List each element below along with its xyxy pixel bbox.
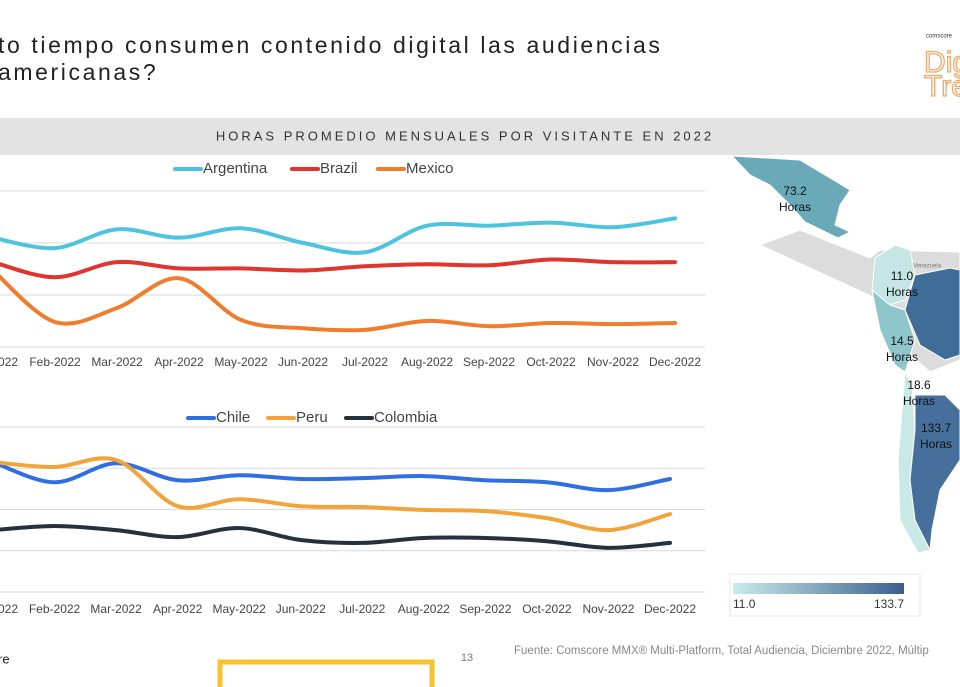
series-line — [0, 456, 672, 533]
banner-title: HORAS PROMEDIO MENSUALES POR VISITANTE E… — [216, 128, 714, 143]
x-tick-label: Mar-2022 — [91, 355, 143, 369]
x-tick-label: Jul-2022 — [339, 602, 385, 616]
x-tick-label: Nov-2022 — [582, 602, 634, 616]
source-note: Fuente: Comscore MMX® Multi-Platform, To… — [514, 645, 929, 657]
x-tick-label: Jul-2022 — [342, 355, 388, 369]
map-value: 18.6 — [907, 378, 931, 392]
decor-box — [217, 659, 435, 687]
page-number: 13 — [461, 652, 473, 664]
line-chart: Jan-2022 Feb-2022 Mar-2022 Apr-2022 May-2022… — [0, 409, 705, 616]
map-value: 14.5 — [890, 334, 914, 348]
x-tick-label: May-2022 — [214, 355, 268, 369]
x-tick-label: May-2022 — [212, 602, 266, 616]
x-tick-label: Jun-2022 — [278, 355, 328, 369]
map-peru — [871, 288, 916, 373]
map-value: 133.7 — [921, 421, 951, 435]
map-brazil — [904, 267, 960, 361]
scale-label: 133.7 — [874, 597, 904, 611]
x-tick-label: Apr-2022 — [153, 602, 203, 616]
x-tick-label: Jan-2022 — [0, 355, 18, 369]
slide-title: to tiempo consumen contenido digital las… — [0, 32, 663, 58]
map-argentina — [909, 394, 960, 552]
x-tick-label: Feb-2022 — [29, 602, 81, 616]
scale-bar — [733, 583, 904, 594]
x-tick-label: Dec-2022 — [649, 355, 701, 369]
x-tick-label: Sep-2022 — [459, 602, 511, 616]
legend-label: Argentina — [203, 160, 268, 177]
map-value: 11.0 — [891, 269, 914, 283]
scale-box — [729, 573, 921, 617]
logo-text: comscore — [926, 34, 953, 40]
legend-label: Peru — [296, 409, 328, 426]
slide-title: americanas? — [0, 59, 158, 85]
x-tick-label: Oct-2022 — [522, 602, 572, 616]
logo-text: Tre — [924, 70, 960, 103]
x-tick-label: Jun-2022 — [276, 602, 326, 616]
legend-label: Mexico — [406, 160, 454, 177]
series-line — [0, 461, 672, 493]
x-tick-label: Aug-2022 — [398, 602, 450, 616]
x-tick-label: Feb-2022 — [29, 355, 81, 369]
map-region-label: Venezuela — [913, 264, 942, 270]
map-mexico — [730, 155, 852, 239]
x-tick-label: Oct-2022 — [526, 355, 576, 369]
footer-left: re — [0, 651, 10, 666]
x-tick-label: Aug-2022 — [401, 355, 453, 369]
map-unit: Horas — [903, 394, 935, 408]
legend-label: Colombia — [374, 409, 438, 426]
map-unit: Horas — [886, 285, 918, 299]
map: Venezuela 11.0 133.7 — [728, 155, 960, 617]
series-line — [0, 523, 672, 550]
x-tick-label: Mar-2022 — [90, 602, 142, 616]
logo-text: Dig — [924, 46, 960, 79]
series-line — [0, 274, 677, 333]
x-tick-label: Jan-2022 — [0, 602, 18, 616]
x-tick-label: Sep-2022 — [463, 355, 515, 369]
x-tick-label: Apr-2022 — [154, 355, 204, 369]
series-line — [0, 257, 677, 280]
map-labels: 73.2 Horas 11.0 Horas 14.5 Horas 18.6 Horas 133.… — [779, 184, 952, 451]
x-tick-label: Nov-2022 — [587, 355, 639, 369]
scale-label: 11.0 — [733, 597, 756, 611]
line-chart: Jan-2022 Feb-2022 Mar-2022 Apr-2022 May-2022… — [0, 160, 705, 369]
banner-bg — [0, 118, 960, 155]
map-unit: Horas — [920, 437, 952, 451]
map-unit: Horas — [886, 350, 918, 364]
map-value: 73.2 — [783, 184, 807, 198]
x-tick-label: Dec-2022 — [644, 602, 696, 616]
map-unit: Horas — [779, 200, 811, 214]
legend-label: Brazil — [320, 160, 358, 177]
legend-label: Chile — [216, 409, 250, 426]
series-line — [0, 216, 677, 255]
